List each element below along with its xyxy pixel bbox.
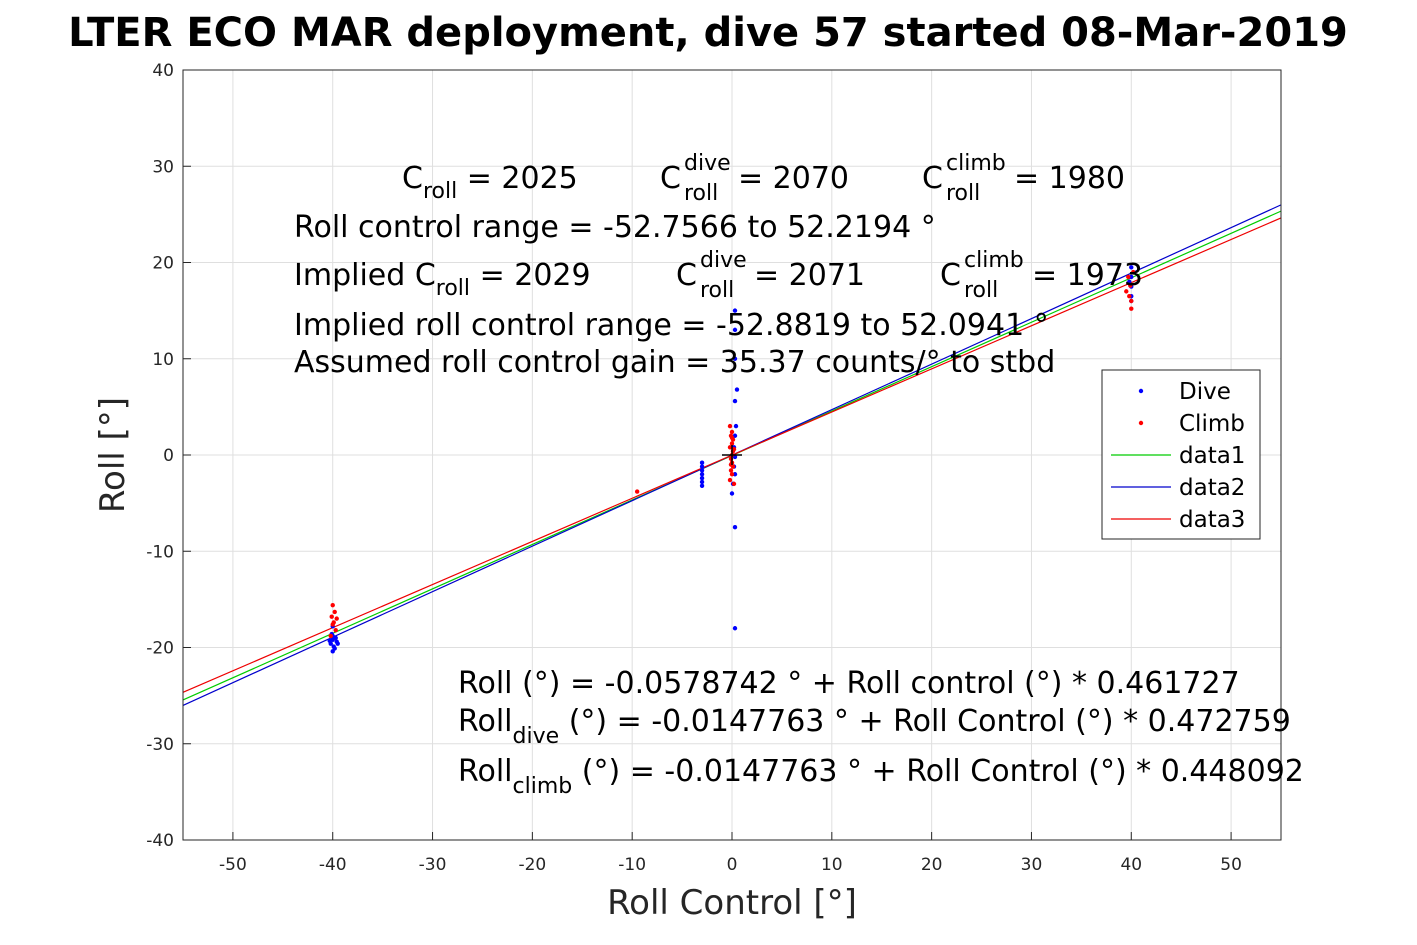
point-climb [1131,269,1136,275]
annotation-implied-range: Implied roll control range = -52.8819 to… [294,308,1049,343]
point-climb [1129,306,1134,311]
point-climb [1124,289,1129,294]
y-tick-label: -40 [146,831,174,851]
point-dive [729,491,735,496]
point-climb [634,489,640,494]
point-dive [333,635,338,641]
point-dive [1127,279,1132,284]
point-dive [732,327,738,333]
x-tick-label: -50 [219,855,247,875]
y-tick-label: 30 [152,157,174,177]
point-dive [732,308,738,313]
point-dive [335,641,340,646]
point-climb [333,627,338,633]
point-dive [1129,265,1134,270]
y-tick-label: 0 [163,446,174,466]
x-tick-label: -20 [518,855,546,875]
y-tick-label: 10 [152,350,174,370]
point-dive [331,644,336,649]
point-dive [732,398,738,404]
legend-label: data3 [1179,507,1245,533]
chart-title: LTER ECO MAR deployment, dive 57 started… [68,10,1348,56]
point-climb [1129,298,1134,304]
annotation-roll-range: Roll control range = -52.7566 to 52.2194… [294,210,936,245]
point-dive [732,356,738,361]
annotation-fit-dive: Rolldive (°) = -0.0147763 ° + Roll Contr… [458,704,1291,749]
annotation-implied-c-roll-dive: C dive roll = 2071 [676,240,865,305]
point-climb [731,447,737,452]
point-dive [699,472,705,477]
x-tick-label: 50 [1220,855,1242,875]
point-climb [332,609,337,615]
x-tick-label: 10 [821,855,843,875]
x-tick-labels: -50 -40 -30 -20 -10 0 10 20 30 40 50 [219,832,1242,875]
legend-label: data1 [1179,443,1245,469]
annotation-fit-climb: Rollclimb (°) = -0.0147763 ° + Roll Cont… [458,754,1304,799]
point-climb [728,468,734,473]
point-climb [330,602,335,608]
x-tick-label: 30 [1021,855,1043,875]
point-climb [731,481,737,487]
point-dive [732,524,738,530]
point-climb [727,445,733,450]
point-climb [329,614,334,619]
annotation-implied-c-roll: Implied Croll = 2029 [294,258,591,301]
x-tick-label: 20 [921,855,943,875]
annotation-gain: Assumed roll control gain = 35.37 counts… [294,345,1055,380]
y-tick-label: 20 [152,254,174,274]
annotation-c-roll-climb: C climb roll = 1980 [922,143,1125,208]
point-climb [727,423,733,429]
point-dive [699,483,705,488]
point-dive [327,638,332,643]
legend-marker-climb [1138,420,1144,426]
point-climb [729,441,735,446]
annotations: Croll = 2025 C dive roll = 2070 C climb … [294,143,1304,799]
x-tick-label: 40 [1120,855,1142,875]
x-tick-label: 0 [727,855,738,875]
y-tick-label: -20 [146,639,174,659]
point-climb [729,435,735,440]
x-tick-label: -30 [419,855,447,875]
x-tick-label: -10 [618,855,646,875]
point-dive [699,475,705,481]
point-dive [733,423,739,429]
y-tick-label: 40 [152,61,174,81]
x-axis-label: Roll Control [°] [607,883,857,923]
annotation-c-roll: Croll = 2025 [402,161,578,204]
y-tick-label: -30 [146,735,174,755]
point-climb [331,620,336,625]
point-dive [732,626,738,631]
legend-label: Climb [1179,411,1245,437]
point-dive [699,468,705,473]
point-dive [699,479,705,485]
x-tick-label: -40 [319,855,347,875]
annotation-implied-c-roll-climb: C climb roll = 1973 [940,240,1143,305]
point-climb [1128,283,1133,288]
y-tick-labels: -40 -30 -20 -10 0 10 20 30 40 [146,61,191,851]
point-dive [699,464,705,469]
legend-marker-dive [1138,388,1144,394]
point-dive [734,387,740,392]
y-tick-label: -10 [146,542,174,562]
point-climb [1127,293,1132,299]
point-climb [727,477,733,483]
annotation-fit-all: Roll (°) = -0.0578742 ° + Roll control (… [458,666,1240,701]
point-dive [330,649,335,654]
legend: Dive Climb data1 data2 data3 [1101,369,1261,540]
point-climb [729,472,735,477]
point-climb [1126,274,1131,280]
legend-label: data2 [1179,475,1245,501]
point-climb [729,429,735,435]
annotation-c-roll-dive: C dive roll = 2070 [660,143,849,208]
legend-label: Dive [1179,379,1231,405]
point-climb [334,616,339,621]
y-axis-label: Roll [°] [93,397,133,513]
point-dive [699,460,705,465]
point-climb [328,633,333,639]
